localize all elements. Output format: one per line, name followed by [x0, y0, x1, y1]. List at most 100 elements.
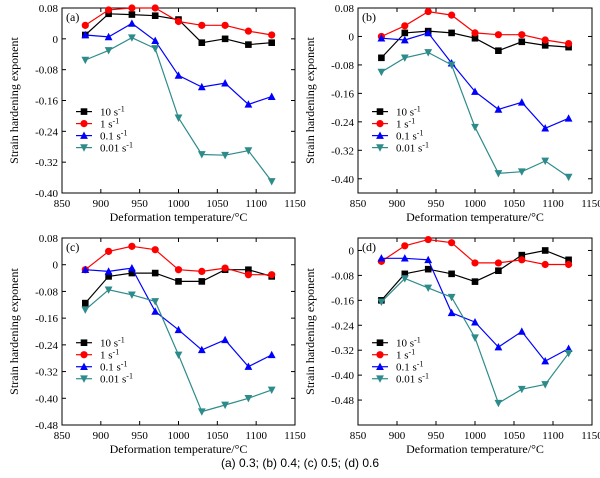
legend-marker	[376, 362, 384, 371]
legend-label: 1 s-1	[396, 348, 415, 362]
legend-marker	[80, 131, 88, 139]
y-tick-label: -0.24	[35, 126, 58, 138]
legend-unit-exponent: -1	[126, 141, 133, 150]
legend: 10 s-11 s-10.1 s-10.01 s-1	[372, 336, 429, 386]
y-tick-label: 0.08	[39, 233, 59, 245]
y-tick-label: 0.08	[39, 3, 59, 15]
y-tick-label: -0.24	[331, 320, 354, 332]
data-point	[221, 21, 229, 29]
data-point	[447, 308, 456, 317]
x-tick-label: 1150	[581, 198, 600, 210]
legend: 10 s-11 s-10.1 s-10.01 s-1	[76, 336, 133, 386]
data-point	[174, 71, 183, 79]
data-point	[400, 35, 409, 44]
data-point	[268, 39, 275, 46]
legend-label: 0.1 s-1	[100, 129, 127, 143]
panel-label: (c)	[66, 240, 79, 254]
data-point	[128, 19, 136, 27]
data-point	[401, 242, 409, 250]
data-point	[494, 342, 503, 351]
data-point	[541, 42, 549, 49]
legend-unit-exponent: -1	[121, 360, 128, 369]
legend-marker	[376, 351, 384, 359]
data-point	[244, 271, 252, 279]
x-tick-label: 950	[131, 430, 148, 442]
panel-label: (d)	[362, 240, 376, 254]
legend-unit-exponent: -1	[422, 372, 429, 381]
data-point	[81, 265, 90, 274]
x-tick-label: 850	[350, 198, 367, 210]
data-point	[494, 31, 502, 39]
y-tick-label: 0	[53, 34, 59, 46]
data-point	[471, 123, 479, 132]
data-point	[197, 151, 206, 159]
legend-unit-exponent: -1	[409, 117, 416, 126]
x-tick-label: 1150	[581, 430, 600, 442]
y-axis-label: Strain hardening exponent	[7, 37, 21, 164]
y-tick-label: 0	[349, 31, 355, 43]
data-point	[81, 56, 90, 65]
x-tick-label: 1100	[542, 430, 564, 442]
x-tick-label: 1000	[168, 198, 191, 210]
data-point	[564, 350, 573, 358]
data-point	[244, 27, 252, 35]
data-point	[198, 39, 206, 46]
data-point	[268, 31, 276, 39]
legend-unit-exponent: -1	[417, 360, 424, 369]
y-tick-label: -0.08	[35, 65, 58, 77]
data-point	[81, 21, 89, 29]
data-point	[541, 260, 549, 269]
data-point	[518, 31, 526, 39]
data-point	[518, 38, 526, 46]
data-point	[471, 29, 479, 37]
data-point	[401, 270, 409, 278]
data-point	[541, 124, 550, 132]
legend-unit-exponent: -1	[113, 348, 120, 357]
series-0_01	[81, 34, 276, 186]
legend-marker	[80, 339, 88, 347]
data-point	[104, 47, 113, 55]
data-point	[424, 265, 432, 273]
data-point	[471, 334, 479, 342]
data-point	[377, 298, 386, 306]
data-point	[197, 345, 206, 354]
legend-label: 0.1 s-1	[396, 129, 423, 143]
legend-label: 1 s-1	[100, 348, 119, 362]
data-point	[495, 47, 502, 54]
legend-marker	[80, 120, 88, 128]
data-point	[105, 6, 113, 14]
data-point	[400, 54, 409, 62]
x-tick-label: 1050	[503, 430, 526, 442]
data-point	[151, 4, 159, 12]
data-point	[448, 11, 456, 19]
y-tick-label: -0.24	[35, 340, 58, 352]
legend-unit-exponent: -1	[121, 129, 128, 138]
data-point	[198, 278, 206, 285]
data-point	[82, 299, 89, 307]
x-tick-label: 1100	[245, 430, 267, 442]
figure-caption: (a) 0.3; (b) 0.4; (c) 0.5; (d) 0.6	[220, 456, 380, 470]
x-tick-label: 1050	[503, 198, 526, 210]
x-tick-label: 900	[389, 198, 406, 210]
data-point	[221, 79, 229, 87]
x-axis-label: Deformation temperature/°C	[406, 210, 544, 224]
legend: 10 s-11 s-10.1 s-10.01 s-1	[76, 105, 133, 155]
data-point	[448, 29, 455, 37]
legend-marker	[80, 144, 88, 152]
y-tick-label: -0.48	[331, 395, 354, 407]
data-point	[128, 34, 136, 42]
legend-marker	[80, 362, 88, 371]
data-point	[174, 114, 183, 122]
x-tick-label: 1100	[245, 198, 267, 210]
y-tick-label: -0.24	[331, 117, 354, 129]
chart-panel-4: 850 900 950 1000 1050 1100 1150 0 -0.08 -0.16 -0.2…	[303, 235, 600, 456]
y-tick-label: -0.08	[35, 286, 58, 298]
legend-marker	[376, 131, 384, 139]
legend-label: 1 s-1	[396, 117, 415, 131]
y-tick-label: 0.08	[335, 3, 355, 15]
data-point	[197, 408, 206, 416]
data-point	[424, 235, 432, 244]
x-tick-label: 850	[54, 198, 71, 210]
data-point	[447, 61, 456, 70]
data-point	[151, 307, 160, 315]
